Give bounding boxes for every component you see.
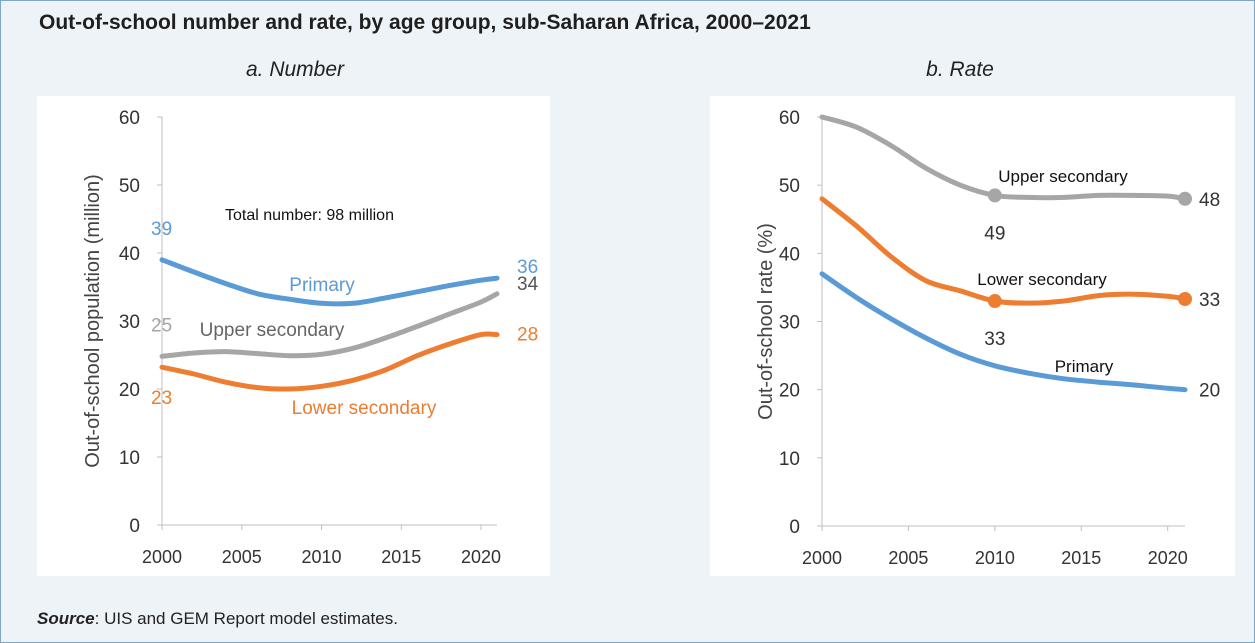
- y-tick-label: 10: [119, 448, 140, 469]
- primary-series-label: Primary: [1055, 357, 1114, 376]
- upper-secondary-start-label: 25: [151, 315, 172, 336]
- primary-end-label: 36: [517, 257, 538, 278]
- x-tick-label: 2020: [461, 547, 501, 567]
- x-tick-label: 2010: [975, 548, 1015, 568]
- number-chart: 0 10 20 30 40 50 60 2000 2005 2010 2015 2020 Out-of-…: [82, 108, 539, 567]
- y-tick-label: 30: [779, 313, 800, 334]
- source-text: : UIS and GEM Report model estimates.: [94, 609, 398, 628]
- lower-secondary-marker: [1178, 292, 1192, 307]
- lower-secondary-series-label: Lower secondary: [292, 398, 437, 419]
- figure-title: Out-of-school number and rate, by age gr…: [39, 11, 811, 34]
- y-tick-label: 40: [779, 244, 800, 265]
- x-tick-label: 2015: [381, 547, 421, 567]
- upper-secondary-end-value-label: 48: [1199, 190, 1220, 211]
- primary-end-value-label: 20: [1199, 381, 1220, 402]
- lower-secondary-marker: [987, 294, 1002, 309]
- y-tick-label: 20: [119, 380, 140, 401]
- upper-secondary-marker: [1178, 191, 1192, 206]
- upper-secondary-series-label: Upper secondary: [998, 167, 1128, 186]
- lower-secondary-end-label: 28: [517, 325, 538, 346]
- lower-secondary-series-label: Lower secondary: [977, 270, 1107, 289]
- y-tick-label: 0: [129, 516, 140, 537]
- upper-secondary-line: [819, 114, 1188, 202]
- x-tick-label: 2015: [1061, 548, 1101, 568]
- lower-secondary-end-value-label: 33: [1199, 290, 1220, 311]
- primary-series-label: Primary: [289, 275, 355, 296]
- y-axis-label: Out-of-school rate (%): [755, 223, 777, 420]
- upper-secondary-2010-value-label: 49: [984, 223, 1005, 244]
- x-tick-label: 2000: [142, 547, 182, 567]
- x-tick-label: 2005: [888, 548, 928, 568]
- panel-a: 0 10 20 30 40 50 60 2000 2005 2010 2015 2020 Out-of-…: [37, 96, 550, 576]
- lower-secondary-line: [159, 331, 500, 392]
- panel-a-title: a. Number: [245, 58, 345, 81]
- y-tick-label: 0: [789, 517, 800, 538]
- primary-line: [819, 271, 1188, 393]
- total-annotation: Total number: 98 million: [225, 207, 394, 224]
- source-label: Source: [37, 609, 95, 628]
- lower-secondary-start-label: 23: [151, 388, 172, 409]
- primary-line: [159, 257, 500, 307]
- y-tick-label: 30: [119, 312, 140, 333]
- y-tick-label: 60: [119, 108, 140, 129]
- lower-secondary-2010-value-label: 33: [984, 329, 1005, 350]
- upper-secondary-line: [159, 291, 500, 359]
- rate-chart: 0 10 20 30 40 50 60 2000 2005 2010 2015 2020 Out-of-…: [755, 108, 1220, 568]
- x-tick-label: 2020: [1148, 548, 1188, 568]
- y-tick-label: 50: [119, 176, 140, 197]
- upper-secondary-series-label: Upper secondary: [200, 320, 345, 341]
- panel-b: 0 10 20 30 40 50 60 2000 2005 2010 2015 2020 Out-of-…: [710, 96, 1235, 576]
- y-axis-label: Out-of-school population (million): [82, 174, 104, 467]
- source-note: Source: UIS and GEM Report model estimat…: [37, 609, 398, 629]
- y-tick-label: 10: [779, 449, 800, 470]
- upper-secondary-marker: [987, 188, 1002, 203]
- x-tick-label: 2010: [302, 547, 342, 567]
- lower-secondary-line: [819, 196, 1188, 306]
- x-tick-label: 2000: [802, 548, 842, 568]
- y-tick-label: 20: [779, 381, 800, 402]
- y-tick-label: 40: [119, 244, 140, 265]
- panel-b-title: b. Rate: [926, 58, 994, 81]
- primary-start-label: 39: [151, 219, 172, 240]
- y-tick-label: 60: [779, 108, 800, 129]
- upper-secondary-end-label: 34: [517, 274, 539, 295]
- x-tick-label: 2005: [222, 547, 262, 567]
- y-tick-label: 50: [779, 176, 800, 197]
